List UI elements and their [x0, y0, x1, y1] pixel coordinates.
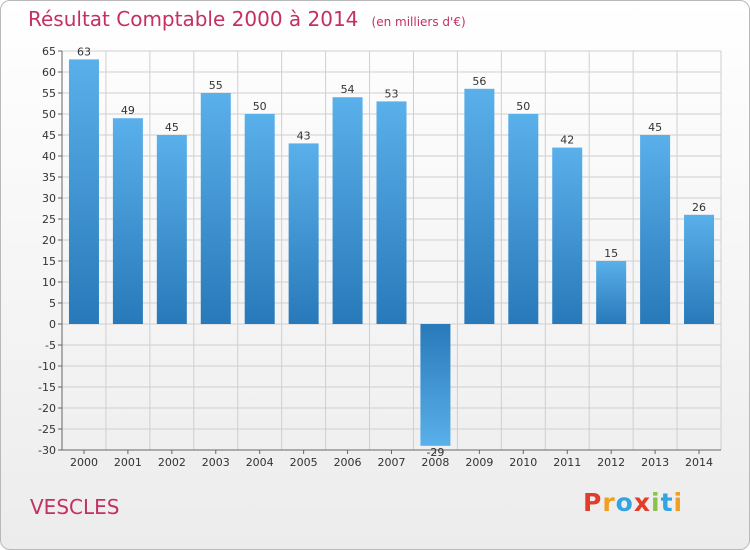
bar — [464, 88, 495, 324]
bar — [244, 114, 275, 324]
y-tick-label: -15 — [38, 381, 56, 394]
x-tick-label: 2008 — [421, 456, 449, 469]
bar — [200, 93, 231, 324]
value-label: 50 — [253, 100, 267, 113]
y-tick-label: 60 — [42, 66, 56, 79]
proxiti-logo: Proxiti — [583, 488, 683, 517]
y-tick-label: 55 — [42, 87, 56, 100]
x-tick-label: 2004 — [246, 456, 274, 469]
x-tick-label: 2000 — [70, 456, 98, 469]
y-tick-label: 0 — [49, 318, 56, 331]
value-label: 45 — [648, 121, 662, 134]
y-tick-label: -30 — [38, 444, 56, 457]
y-tick-label: 65 — [42, 45, 56, 58]
value-label: 53 — [385, 87, 399, 100]
logo-letter: r — [602, 488, 616, 517]
bar — [156, 135, 187, 324]
y-tick-label: 30 — [42, 192, 56, 205]
y-tick-label: -20 — [38, 402, 56, 415]
logo-letter: t — [660, 488, 674, 517]
value-label: 49 — [121, 104, 135, 117]
chart-title: Résultat Comptable 2000 à 2014 — [28, 7, 359, 31]
x-tick-label: 2003 — [202, 456, 230, 469]
y-tick-label: 10 — [42, 276, 56, 289]
logo-letter: P — [583, 488, 603, 517]
bar — [288, 143, 319, 324]
logo-letter: i — [673, 488, 684, 517]
y-tick-label: -5 — [45, 339, 56, 352]
value-label: 43 — [297, 129, 311, 142]
y-tick-label: 5 — [49, 297, 56, 310]
bar — [112, 118, 143, 324]
bar — [420, 324, 451, 446]
chart-header: Résultat Comptable 2000 à 2014 (en milli… — [28, 7, 466, 31]
bar — [332, 97, 363, 324]
value-label: 54 — [341, 83, 355, 96]
x-tick-label: 2010 — [509, 456, 537, 469]
x-tick-label: 2012 — [597, 456, 625, 469]
bar — [376, 101, 407, 325]
value-label: 45 — [165, 121, 179, 134]
logo-letter: o — [615, 488, 634, 517]
x-tick-label: 2005 — [290, 456, 318, 469]
x-tick-label: 2001 — [114, 456, 142, 469]
y-tick-label: 20 — [42, 234, 56, 247]
value-label: 56 — [472, 75, 486, 88]
value-label: 26 — [692, 201, 706, 214]
value-label: 42 — [560, 134, 574, 147]
value-label: 55 — [209, 79, 223, 92]
y-tick-label: 40 — [42, 150, 56, 163]
x-tick-label: 2006 — [334, 456, 362, 469]
y-tick-label: 45 — [42, 129, 56, 142]
x-tick-label: 2009 — [465, 456, 493, 469]
bar — [68, 59, 99, 325]
bar — [596, 261, 627, 324]
x-tick-label: 2013 — [641, 456, 669, 469]
x-tick-label: 2014 — [685, 456, 713, 469]
y-tick-label: -25 — [38, 423, 56, 436]
bar — [552, 147, 583, 324]
logo-letter: x — [633, 488, 651, 517]
y-tick-label: -10 — [38, 360, 56, 373]
x-tick-label: 2007 — [378, 456, 406, 469]
bar — [684, 214, 715, 324]
commune-name: VESCLES — [30, 495, 120, 519]
logo-letter: i — [651, 488, 661, 517]
bar — [508, 114, 539, 324]
bar — [640, 135, 671, 324]
x-tick-label: 2002 — [158, 456, 186, 469]
value-label: 15 — [604, 247, 618, 260]
y-tick-label: 35 — [42, 171, 56, 184]
value-label: 63 — [77, 45, 91, 58]
value-label: -29 — [426, 446, 444, 459]
y-tick-label: 15 — [42, 255, 56, 268]
y-tick-label: 25 — [42, 213, 56, 226]
y-tick-label: 50 — [42, 108, 56, 121]
value-label: 50 — [516, 100, 530, 113]
x-tick-label: 2011 — [553, 456, 581, 469]
chart-unit: (en milliers d'€) — [371, 15, 466, 29]
